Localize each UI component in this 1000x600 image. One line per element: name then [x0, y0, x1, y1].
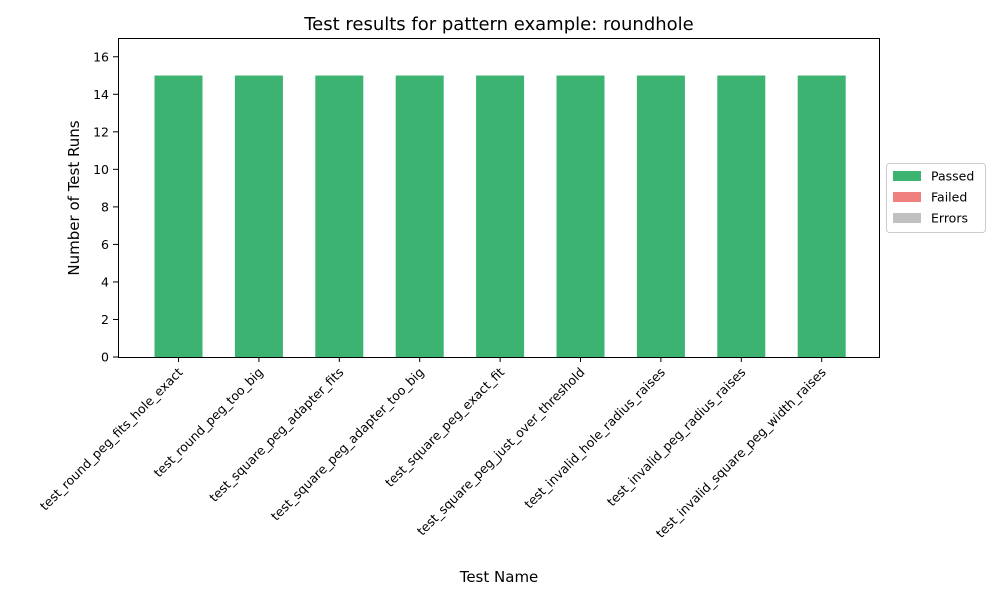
y-tick-label: 16: [93, 49, 109, 64]
bar-passed-4: [476, 75, 525, 357]
chart-title: Test results for pattern example: roundh…: [303, 14, 694, 35]
legend-label-errors: Errors: [931, 211, 968, 226]
legend-swatch-errors: [893, 213, 921, 223]
plot-frame: [118, 38, 880, 358]
bars-group: [154, 75, 846, 357]
legend: Passed Failed Errors: [886, 163, 986, 233]
bar-passed-3: [395, 75, 444, 357]
y-tick-label: 2: [101, 312, 109, 327]
legend-label-passed: Passed: [931, 169, 974, 184]
y-axis: 0 2 4 6 8 10 12 14 16: [93, 49, 118, 365]
y-tick-label: 0: [101, 350, 109, 365]
y-tick-label: 4: [101, 274, 109, 289]
bar-passed-5: [556, 75, 605, 357]
bar-passed-7: [717, 75, 766, 357]
bar-passed-8: [797, 75, 846, 357]
y-tick-label: 10: [93, 162, 109, 177]
bar-passed-0: [154, 75, 203, 357]
y-tick-label: 6: [101, 237, 109, 252]
legend-swatch-failed: [893, 192, 921, 202]
legend-swatch-passed: [893, 171, 921, 181]
bar-passed-1: [234, 75, 283, 357]
y-tick-label: 12: [93, 124, 109, 139]
bar-passed-2: [315, 75, 364, 357]
y-tick-label: 14: [93, 87, 109, 102]
y-tick-label: 8: [101, 199, 109, 214]
y-axis-label: Number of Test Runs: [65, 120, 83, 275]
legend-label-failed: Failed: [931, 190, 967, 205]
x-axis-label: Test Name: [459, 568, 539, 586]
bar-passed-6: [636, 75, 685, 357]
